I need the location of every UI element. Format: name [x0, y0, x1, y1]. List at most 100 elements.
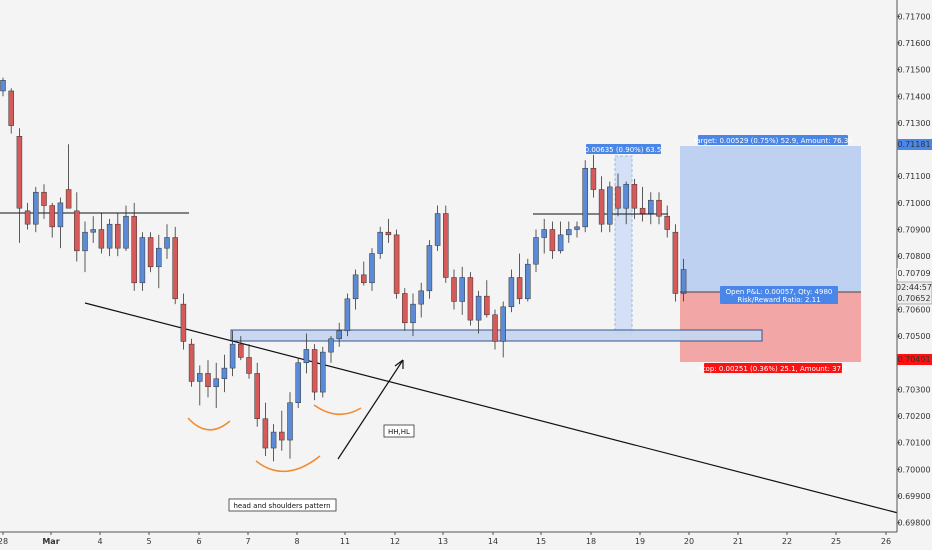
candle-down: [238, 343, 244, 358]
time-tick-label: 12: [390, 537, 400, 546]
candle-up: [352, 274, 359, 300]
time-tick-label: 7: [245, 537, 250, 546]
candle-up: [566, 229, 572, 236]
time-tick-label: 13: [438, 537, 448, 546]
candle-down: [279, 431, 285, 441]
candle-down: [361, 274, 367, 284]
candle-down: [246, 357, 252, 374]
target-label: Target: 0.00529 (0.75%) 52.9, Amount: 76…: [692, 137, 853, 145]
price-tick-label: 0.70800: [897, 252, 930, 261]
candle-up: [680, 269, 687, 294]
candle-up: [139, 237, 146, 284]
target-zone: [680, 146, 861, 292]
price-tick-label: 0.70300: [897, 385, 930, 394]
price-tick-label: 0.69900: [897, 492, 930, 501]
candle-up: [459, 277, 465, 302]
candle-up: [303, 349, 310, 364]
candle-down: [74, 210, 80, 252]
target-label-bg: [698, 135, 848, 145]
time-tick-label: 21: [733, 537, 743, 546]
candle-down: [147, 237, 154, 268]
time-tick-label: 18: [586, 537, 596, 546]
candle-up: [229, 343, 236, 369]
stop-label-bg: [704, 363, 842, 373]
candle-down: [49, 205, 55, 228]
price-tick-label: 0.69800: [897, 519, 930, 528]
candle-up: [607, 186, 613, 225]
candle-up: [525, 263, 531, 300]
candle-up: [213, 378, 219, 388]
time-tick-label: 11: [340, 537, 350, 546]
candle-down: [664, 215, 670, 230]
time-tick-label: 15: [536, 537, 546, 546]
entry-top-price: 0.70709: [897, 269, 930, 278]
right-shoulder-arc: [313, 404, 362, 415]
candles: [0, 77, 687, 462]
candle-down: [402, 293, 408, 324]
time-tick-label: 19: [635, 537, 645, 546]
candle-down: [639, 207, 646, 214]
price-tick-label: 0.70000: [897, 465, 930, 474]
risk-reward-label: Risk/Reward Ratio: 2.11: [737, 296, 820, 304]
candle-down: [516, 277, 523, 300]
open-pnl-label: Open P&L: 0.00057, Qty: 4980: [726, 288, 833, 296]
price-tick-label: 0.70500: [897, 332, 930, 341]
candle-down: [205, 373, 211, 388]
candle-up: [410, 303, 416, 324]
price-tick-label: 0.71400: [897, 92, 930, 101]
stop-price-tag: [897, 354, 932, 365]
time-tick-label: 22: [782, 537, 792, 546]
candle-down: [8, 90, 14, 126]
price-tick-label: 0.70100: [897, 439, 930, 448]
candle-up: [164, 237, 170, 249]
candle-up: [197, 373, 203, 382]
candle-up: [434, 213, 441, 246]
candle-up: [123, 215, 129, 249]
time-axis-ticks: 28 Mar 4 5 6 7 8 11 12 13 14 15 18 19 20 21 22 25 26: [0, 532, 891, 546]
price-tick-label: 0.71000: [897, 199, 930, 208]
candle-down: [672, 231, 679, 294]
candle-down: [16, 135, 23, 209]
candle-up: [82, 231, 88, 252]
candle-up: [508, 277, 515, 308]
candle-down: [393, 234, 400, 294]
candle-up: [270, 431, 277, 449]
candle-up: [33, 191, 39, 225]
time-tick-label: 25: [831, 537, 841, 546]
candle-down: [41, 191, 47, 206]
hh-hl-text: HH,HL: [388, 428, 410, 436]
candle-up: [582, 167, 588, 228]
candle-up: [0, 80, 6, 92]
time-tick-label: 6: [196, 537, 201, 546]
price-tick-label: 0.70600: [897, 305, 930, 314]
price-tick-label: 0.71700: [897, 12, 930, 21]
trendline: [84, 302, 899, 514]
measure-label: 0.00635 (0.90%) 63.5: [585, 146, 662, 154]
time-tick-label: 28: [0, 537, 8, 546]
candle-down: [451, 277, 457, 302]
candle-up: [475, 295, 482, 321]
candle-down: [311, 349, 318, 393]
pattern-text: head and shoulders pattern: [233, 502, 330, 510]
hh-hl-box: [383, 424, 415, 438]
candle-up: [648, 199, 654, 214]
candle-down: [172, 237, 178, 300]
price-axis-ticks: 0.71700 0.71600 0.71500 0.71400 0.71300 0.711…: [897, 12, 931, 528]
candle-up: [557, 234, 564, 252]
countdown: 02:44:57: [896, 283, 932, 292]
candle-down: [467, 277, 474, 321]
hh-hl-arrow: [337, 359, 404, 460]
candle-up: [295, 362, 301, 403]
candle-up: [287, 402, 293, 441]
stop-label: Stop: 0.00251 (0.36%) 25.1, Amount: 37.5: [698, 365, 847, 373]
price-tick-label: 0.71100: [897, 172, 930, 181]
price-tick-label: 0.71300: [897, 119, 930, 128]
candle-down: [188, 343, 195, 382]
time-tick-label: 5: [146, 537, 151, 546]
candle-up: [533, 237, 539, 265]
candle-up: [90, 229, 96, 233]
candle-up: [541, 229, 547, 238]
candle-down: [262, 418, 269, 449]
candle-up: [344, 298, 351, 332]
